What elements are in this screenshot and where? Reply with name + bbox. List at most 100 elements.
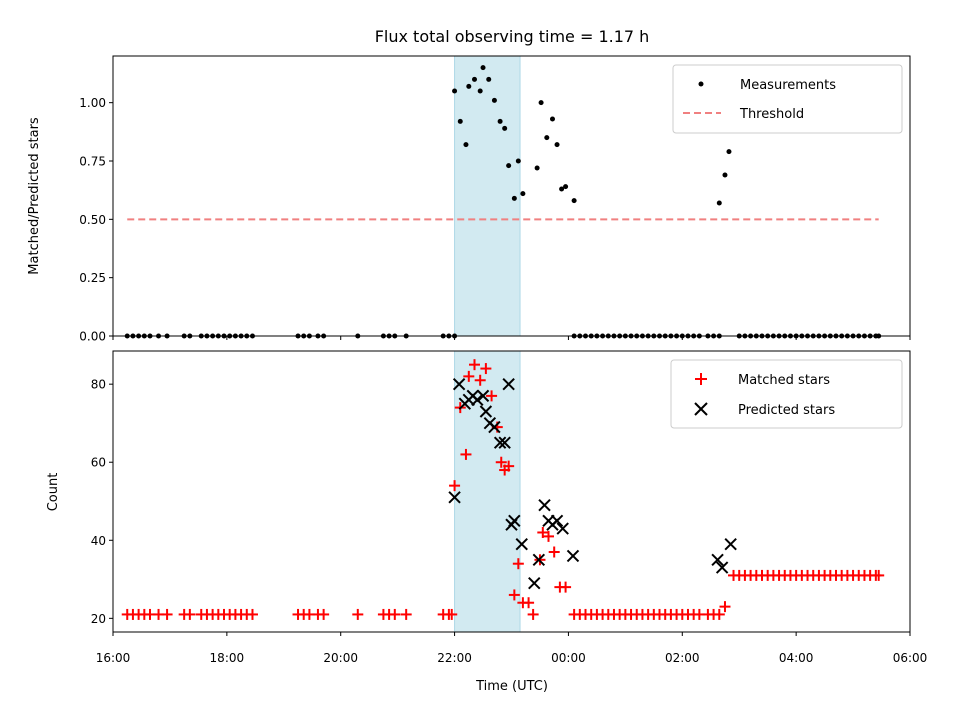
x-tick-label: 18:00 xyxy=(210,651,245,665)
matched-star-point xyxy=(527,608,539,620)
matched-star-point xyxy=(246,608,258,620)
x-tick-label: 00:00 xyxy=(551,651,586,665)
predicted-points xyxy=(448,377,737,590)
bottom-y-tick-label: 20 xyxy=(91,612,106,626)
measurement-point xyxy=(534,165,540,171)
measurement-point xyxy=(554,142,560,148)
measurement-point xyxy=(722,172,728,178)
x-tick-label: 16:00 xyxy=(96,651,131,665)
observing-window-span xyxy=(454,55,521,337)
predicted-star-point xyxy=(471,393,484,406)
bottom-y-axis-label: Count xyxy=(46,473,61,512)
matched-star-point xyxy=(719,601,731,613)
matched-star-point xyxy=(495,456,507,468)
matched-star-point xyxy=(480,363,492,375)
predicted-star-point xyxy=(452,377,466,391)
matched-star-point xyxy=(873,569,885,581)
legend-predicted-marker xyxy=(694,402,708,416)
predicted-star-point xyxy=(724,537,737,551)
bottom-y-tick-label: 40 xyxy=(91,534,106,548)
x-tick-label: 04:00 xyxy=(779,651,814,665)
predicted-star-point xyxy=(532,553,546,567)
predicted-star-point xyxy=(715,561,729,574)
bottom-y-tick-label: 80 xyxy=(91,378,106,392)
bottom-axes-frame xyxy=(112,350,911,633)
matched-star-point xyxy=(184,608,196,620)
bottom-legend: Matched stars Predicted stars xyxy=(670,359,903,429)
bottom-legend-box xyxy=(670,359,903,429)
measurement-point xyxy=(486,76,492,82)
legend-predicted-label: Predicted stars xyxy=(738,403,835,418)
matched-star-point xyxy=(486,390,498,402)
measurement-point xyxy=(511,195,517,201)
measurement-point xyxy=(497,118,503,124)
predicted-star-point xyxy=(515,537,528,551)
measurement-point xyxy=(452,88,458,94)
measurement-point xyxy=(502,125,508,131)
matched-star-point xyxy=(548,546,560,558)
predicted-star-point xyxy=(538,498,551,512)
matched-star-point xyxy=(523,597,535,609)
predicted-star-point xyxy=(528,577,541,590)
measurement-point xyxy=(571,198,577,204)
highlight-span xyxy=(454,350,521,633)
measurement-point xyxy=(477,88,483,94)
top-y-tick-label: 0.50 xyxy=(79,213,106,227)
measurement-point xyxy=(463,142,469,148)
matched-points xyxy=(121,359,885,620)
matched-star-point xyxy=(512,558,524,570)
matched-star-point xyxy=(713,608,725,620)
top-y-ticks: 0.00 0.25 0.50 0.75 1.00 xyxy=(79,96,113,344)
measurement-point xyxy=(491,97,497,103)
x-tick-label: 20:00 xyxy=(323,651,358,665)
matched-star-point xyxy=(446,608,458,620)
top-axes-frame xyxy=(112,55,911,337)
predicted-star-point xyxy=(508,514,521,527)
matched-star-point xyxy=(503,460,515,472)
predicted-star-point xyxy=(566,549,580,563)
predicted-star-point xyxy=(502,377,515,391)
matched-star-point xyxy=(400,608,412,620)
top-y-tick-label: 0.00 xyxy=(79,330,106,344)
top-legend-box xyxy=(672,64,903,134)
measurement-point xyxy=(563,184,569,190)
matched-star-point xyxy=(537,526,549,538)
measurement-point xyxy=(520,191,526,197)
chart-title: Flux total observing time = 1.17 h xyxy=(375,27,650,46)
x-axis-label: Time (UTC) xyxy=(475,679,548,694)
predicted-star-point xyxy=(550,514,564,527)
matched-star-point xyxy=(449,480,461,492)
measurement-point xyxy=(726,149,732,155)
measurement-point xyxy=(549,116,555,122)
matched-star-point xyxy=(352,608,364,620)
predicted-star-point xyxy=(711,553,724,567)
measurement-point xyxy=(538,100,544,106)
predicted-star-point xyxy=(556,522,569,535)
measurement-point xyxy=(544,135,550,141)
measurement-point xyxy=(471,76,477,82)
matched-star-point xyxy=(161,608,173,620)
matched-star-point xyxy=(460,448,472,460)
count-panel: 20 40 60 80 16:00 18:00 20:00 22:00 00:00 02:00 0… xyxy=(46,350,927,694)
legend-matched-label: Matched stars xyxy=(738,373,830,388)
predicted-star-point xyxy=(488,420,501,434)
highlight-span xyxy=(454,55,521,337)
matched-star-point xyxy=(318,608,330,620)
measurement-point xyxy=(716,200,722,206)
measurement-point xyxy=(559,186,565,192)
measurement-point xyxy=(506,163,512,169)
x-tick-label: 22:00 xyxy=(437,651,472,665)
measurement-point xyxy=(457,118,463,124)
matched-star-point xyxy=(468,359,480,371)
observing-window-span xyxy=(454,350,521,633)
x-tick-label: 02:00 xyxy=(665,651,700,665)
top-y-tick-label: 1.00 xyxy=(79,96,106,110)
predicted-star-point xyxy=(479,405,493,418)
predicted-star-point xyxy=(493,436,507,449)
matched-star-point xyxy=(463,370,475,382)
measurement-point xyxy=(515,158,521,164)
top-legend: Measurements Threshold xyxy=(672,64,903,134)
matched-star-point xyxy=(543,530,555,542)
bottom-x-ticks: 16:00 18:00 20:00 22:00 00:00 02:00 04:00 06:00 xyxy=(96,632,927,665)
